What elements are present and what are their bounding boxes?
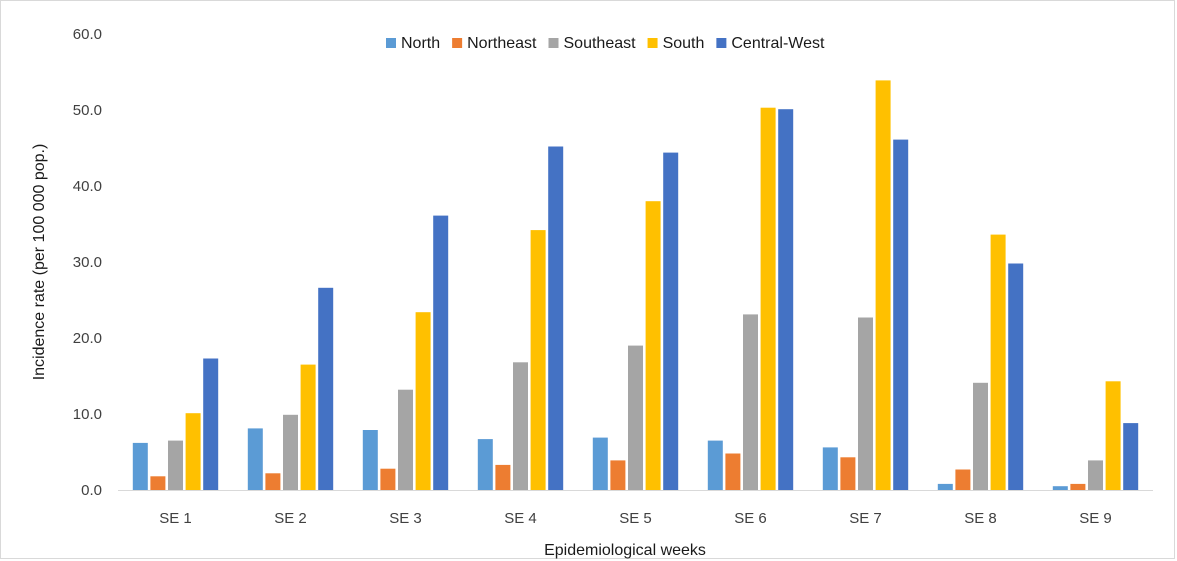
bar-central-west-se-1 (203, 358, 219, 490)
bar-southeast-se-5 (628, 345, 643, 490)
bar-north-se-3 (362, 430, 378, 490)
bar-northeast-se-6 (725, 453, 741, 490)
x-tick-label: SE 6 (734, 510, 767, 527)
bar-south-se-2 (300, 364, 316, 490)
bar-northeast-se-5 (610, 460, 626, 490)
bar-southeast-se-6 (743, 314, 758, 490)
legend-swatch (647, 38, 658, 48)
x-tick-label: SE 2 (274, 510, 307, 527)
bar-southeast-se-9 (1088, 460, 1103, 490)
x-tick-label: SE 1 (159, 510, 192, 527)
y-axis-title: Incidence rate (per 100 000 pop.) (31, 144, 48, 381)
bar-north-se-8 (937, 483, 953, 490)
bar-southeast-se-2 (283, 414, 298, 490)
x-tick-label: SE 4 (504, 510, 537, 527)
bar-south-se-1 (185, 413, 201, 490)
y-tick-label: 40.0 (73, 178, 102, 195)
bar-central-west-se-4 (548, 146, 564, 490)
legend-swatch (548, 38, 559, 48)
bar-north-se-4 (477, 439, 493, 490)
bars (132, 80, 1139, 491)
bar-southeast-se-1 (168, 440, 183, 490)
bar-south-se-5 (645, 201, 661, 490)
bar-north-se-7 (822, 447, 838, 490)
y-tick-label: 50.0 (73, 102, 102, 119)
y-axis-ticks: 0.0 10.0 20.0 30.0 40.0 50.0 60.0 (73, 26, 102, 499)
bar-central-west-se-7 (893, 139, 909, 490)
y-tick-label: 0.0 (81, 482, 102, 499)
bar-northeast-se-1 (150, 476, 166, 490)
bar-central-west-se-6 (778, 109, 794, 490)
bar-south-se-3 (415, 312, 431, 490)
y-tick-label: 60.0 (73, 26, 102, 43)
bar-central-west-se-2 (318, 287, 334, 490)
x-tick-label: SE 3 (389, 510, 422, 527)
x-tick-label: SE 8 (964, 510, 997, 527)
x-axis-title: Epidemiological weeks (544, 542, 706, 559)
legend-swatch (452, 38, 463, 48)
x-axis-ticks: SE 1 SE 2 SE 3 SE 4 SE 5 SE 6 SE 7 SE 8 SE 9 (159, 510, 1112, 527)
bar-central-west-se-5 (663, 152, 679, 490)
bar-north-se-5 (592, 437, 608, 490)
y-tick-label: 20.0 (73, 330, 102, 347)
legend-label: North (401, 35, 440, 52)
bar-south-se-4 (530, 230, 546, 490)
legend-swatch (386, 38, 396, 48)
bar-north-se-1 (132, 442, 148, 490)
bar-south-se-8 (990, 234, 1006, 490)
bar-northeast-se-4 (495, 464, 511, 490)
legend-label: South (663, 35, 705, 52)
bar-central-west-se-3 (433, 215, 449, 490)
bar-northeast-se-7 (840, 457, 856, 490)
bar-southeast-se-4 (513, 362, 528, 490)
legend: North Northeast Southeast South Central-West (386, 35, 825, 52)
bar-north-se-9 (1052, 486, 1068, 490)
x-tick-label: SE 9 (1079, 510, 1112, 527)
x-tick-label: SE 7 (849, 510, 882, 527)
bar-southeast-se-7 (858, 317, 873, 490)
bar-northeast-se-2 (265, 473, 281, 490)
y-tick-label: 10.0 (73, 406, 102, 423)
legend-swatch (716, 38, 727, 48)
bar-southeast-se-8 (973, 382, 988, 490)
bar-southeast-se-3 (398, 389, 413, 490)
bar-north-se-6 (707, 440, 723, 490)
legend-label: Northeast (467, 35, 537, 52)
bar-south-se-7 (875, 80, 891, 491)
y-tick-label: 30.0 (73, 254, 102, 271)
bar-northeast-se-3 (380, 468, 396, 490)
bar-south-se-6 (760, 107, 776, 490)
legend-label: Southeast (564, 35, 637, 52)
bar-central-west-se-8 (1008, 263, 1024, 490)
bar-northeast-se-8 (955, 469, 971, 490)
x-tick-label: SE 5 (619, 510, 652, 527)
bar-central-west-se-9 (1123, 423, 1139, 490)
legend-label: Central-West (731, 35, 825, 52)
bar-northeast-se-9 (1070, 483, 1086, 490)
bar-north-se-2 (247, 428, 263, 490)
bar-south-se-9 (1105, 381, 1121, 490)
